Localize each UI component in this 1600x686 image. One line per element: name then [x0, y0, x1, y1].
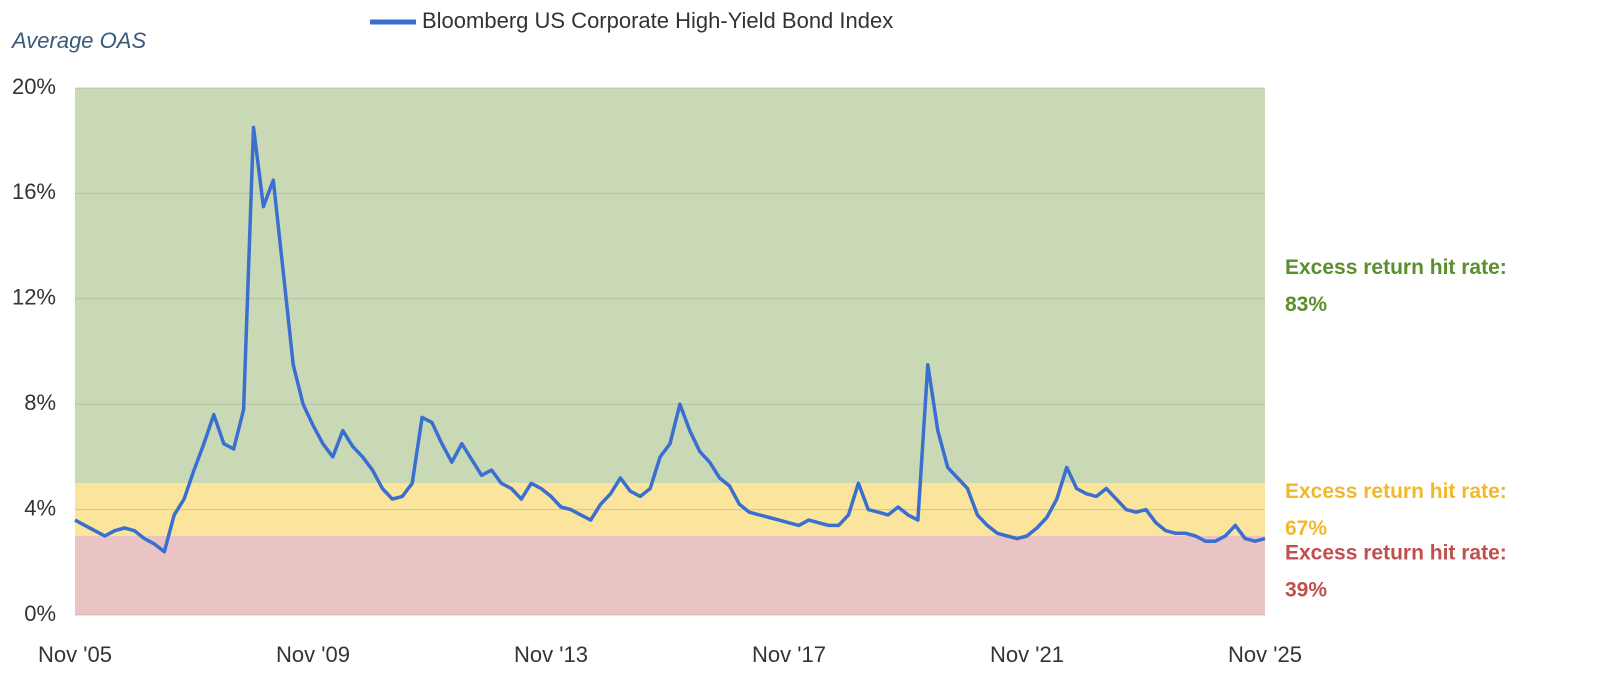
y-tick-label: 0% [24, 601, 56, 626]
x-tick-label: Nov '13 [514, 642, 588, 667]
y-tick-label: 16% [12, 179, 56, 204]
y-tick-label: 4% [24, 495, 56, 520]
band-label: Excess return hit rate: [1285, 256, 1507, 279]
band [75, 88, 1265, 484]
band-label: Excess return hit rate: [1285, 480, 1507, 503]
band [75, 483, 1265, 536]
x-tick-label: Nov '17 [752, 642, 826, 667]
x-tick-label: Nov '25 [1228, 642, 1302, 667]
band [75, 535, 1265, 615]
x-tick-label: Nov '05 [38, 642, 112, 667]
x-tick-label: Nov '21 [990, 642, 1064, 667]
y-tick-label: 12% [12, 285, 56, 310]
band-label: Excess return hit rate: [1285, 541, 1507, 564]
legend-label: Bloomberg US Corporate High-Yield Bond I… [422, 8, 893, 33]
band-rate: 83% [1285, 293, 1327, 316]
axis-title: Average OAS [10, 28, 146, 53]
y-tick-label: 20% [12, 74, 56, 99]
band-rate: 39% [1285, 578, 1327, 601]
y-tick-label: 8% [24, 390, 56, 415]
x-tick-label: Nov '09 [276, 642, 350, 667]
series-line [74, 125, 1266, 554]
band-rate: 67% [1285, 517, 1327, 540]
